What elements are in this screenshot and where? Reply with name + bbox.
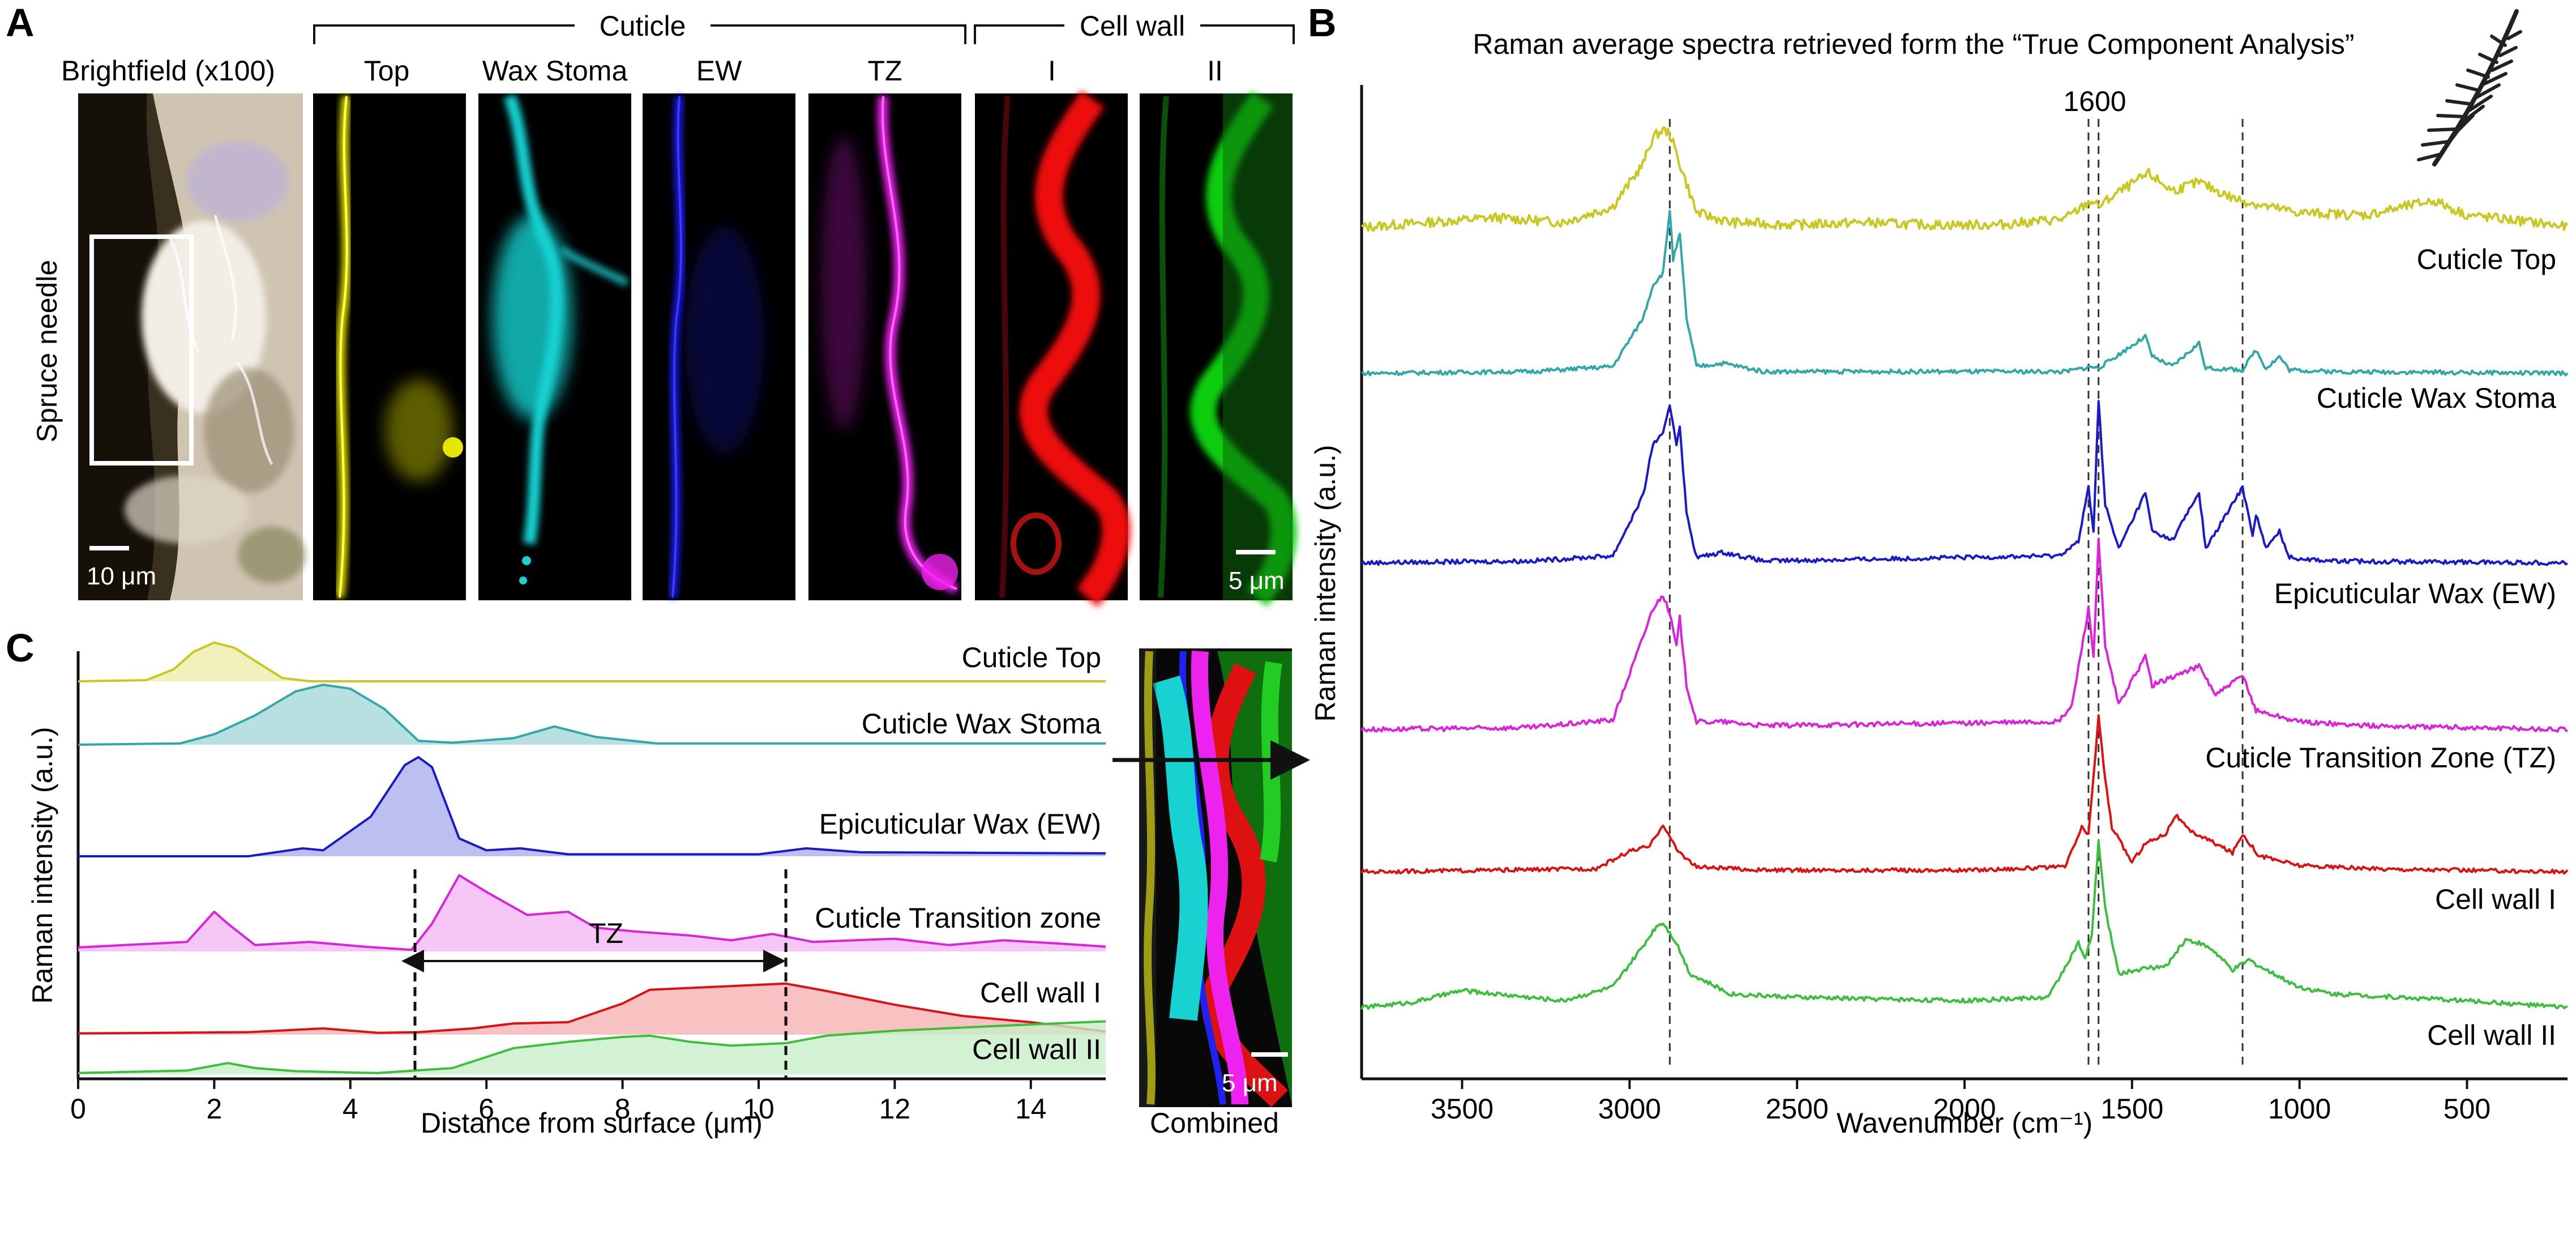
bracket-cuticle: Cuticle	[313, 10, 966, 44]
panel-b-y-label: Raman intensity (a.u.)	[1310, 445, 1341, 721]
panel-b-x-tick-label: 500	[2444, 1093, 2491, 1125]
profile-fill-cuticle-top	[78, 642, 1106, 681]
panel-c-y-label: Raman intensity (a.u.)	[27, 727, 58, 1004]
spectrum-cuticle-wax-stoma	[1361, 210, 2569, 377]
spectrum-cell-wall-i	[1360, 714, 2569, 875]
column-label-wax-stoma: Wax Stoma	[482, 55, 628, 87]
region-of-interest-box	[89, 234, 194, 466]
column-label-ew: EW	[696, 55, 742, 87]
column-label-tz: TZ	[867, 55, 902, 87]
spectrum-cuticle-top	[1360, 126, 2569, 232]
profile-cuticle-transition-zone	[78, 874, 1106, 951]
profile-cell-wall-ii	[78, 1020, 1106, 1074]
panel-c-x-tick-label: 12	[879, 1093, 911, 1125]
channel-image-cell-wall-ii: 5 μm	[1140, 91, 1296, 607]
scale-bar-label-right: 5 μm	[1229, 567, 1285, 595]
spectrum-label-cuticle-top: Cuticle Top	[2417, 244, 2556, 275]
panel-b-x-label: Wavenumber (cm⁻¹)	[1837, 1107, 2093, 1139]
profile-label-cuticle-transition-zone: Cuticle Transition zone	[815, 902, 1101, 934]
bracket-cell-wall: Cell wall	[974, 10, 1295, 44]
profile-fill-cuticle-transition-zone	[78, 875, 1106, 951]
panel-b-x-tick-label: 1500	[2100, 1093, 2163, 1125]
group-label-cell-wall: Cell wall	[1080, 10, 1185, 42]
column-label-ii: II	[1207, 55, 1223, 87]
panel-c-x-tick-label: 14	[1015, 1093, 1047, 1125]
profile-cuticle-wax-stoma	[78, 684, 1106, 746]
panel-letter-c: C	[6, 626, 35, 670]
panel-c-x-tick-label: 0	[70, 1093, 86, 1125]
profile-label-cuticle-wax-stoma: Cuticle Wax Stoma	[862, 708, 1101, 740]
column-label-i: I	[1048, 55, 1056, 87]
combined-scale-bar-label: 5 μm	[1222, 1069, 1278, 1097]
spectrum-label-cuticle-transition-zone-tz: Cuticle Transition Zone (TZ)	[2205, 742, 2556, 774]
channel-image-wax-stoma	[478, 93, 631, 600]
panel-c-x-tick-label: 2	[206, 1093, 222, 1125]
profile-label-cuticle-top: Cuticle Top	[962, 642, 1101, 673]
profile-fill-epicuticular-wax-ew	[78, 757, 1106, 856]
combined-image: 5 μm	[1139, 648, 1292, 1107]
channel-image-ew	[643, 93, 795, 600]
panel-b-annotation-1600: 1600	[2063, 86, 2126, 117]
channel-image-tz	[808, 93, 961, 600]
spectrum-cell-wall-ii	[1360, 839, 2568, 1010]
spectrum-label-cell-wall-i: Cell wall I	[2435, 883, 2556, 915]
group-label-cuticle: Cuticle	[600, 10, 686, 42]
spectrum-label-cuticle-wax-stoma: Cuticle Wax Stoma	[2317, 382, 2556, 414]
profile-label-cell-wall-i: Cell wall I	[980, 977, 1101, 1009]
row-label-spruce-needle: Spruce needle	[31, 260, 63, 442]
panel-b-x-tick-label: 3000	[1598, 1093, 1661, 1125]
panel-letter-b: B	[1308, 1, 1337, 45]
panel-c-chart: 0 2 4 6 8 10 12 14 Cuticle Top Cuticle Wax Stoma…	[27, 641, 1106, 1139]
panel-c-x-label: Distance from surface (μm)	[421, 1107, 763, 1139]
scale-bar-label-left: 10 μm	[87, 562, 156, 590]
panel-b-x-tick-label: 2500	[1766, 1093, 1829, 1125]
profile-cell-wall-i	[78, 982, 1106, 1035]
panel-b-x-tick-label: 2000	[1933, 1093, 1996, 1125]
panel-b-title: Raman average spectra retrieved form the…	[1473, 28, 2354, 60]
column-label-top: Top	[364, 55, 410, 87]
spruce-branch-icon	[2417, 9, 2522, 166]
spectrum-label-cell-wall-ii: Cell wall II	[2427, 1019, 2556, 1051]
channel-image-top	[313, 93, 466, 600]
profile-fill-cuticle-wax-stoma	[78, 685, 1106, 745]
profile-label-cell-wall-ii: Cell wall II	[972, 1034, 1101, 1065]
panel-c-x-tick-label: 4	[343, 1093, 358, 1125]
profile-cuticle-top	[78, 641, 1106, 682]
spectrum-epicuticular-wax-ew	[1360, 400, 2568, 566]
panel-c-x-tick-label: 8	[615, 1093, 631, 1125]
panel-b-x-tick-label: 1000	[2268, 1093, 2331, 1125]
column-label-brightfield: Brightfield (x100)	[61, 55, 275, 87]
combined-image-label: Combined	[1150, 1107, 1279, 1139]
spectrum-cuticle-transition-zone-tz	[1360, 537, 2568, 733]
channel-image-cell-wall-i	[975, 91, 1131, 607]
brightfield-image: 10 μm	[78, 93, 306, 600]
panel-c-x-tick-label: 6	[478, 1093, 494, 1125]
panel-c-x-tick-label: 10	[743, 1093, 774, 1125]
profile-label-epicuticular-wax-ew: Epicuticular Wax (EW)	[819, 808, 1101, 840]
profile-epicuticular-wax-ew	[78, 756, 1106, 857]
panel-letter-a: A	[6, 1, 35, 45]
spectrum-label-epicuticular-wax-ew: Epicuticular Wax (EW)	[2274, 578, 2556, 609]
panel-b-x-tick-label: 3500	[1431, 1093, 1494, 1125]
panel-b-chart: 3500 3000 2500 2000 1500 1000 500 Cuticle Top C…	[1310, 85, 2569, 1139]
tz-label: TZ	[589, 917, 623, 949]
